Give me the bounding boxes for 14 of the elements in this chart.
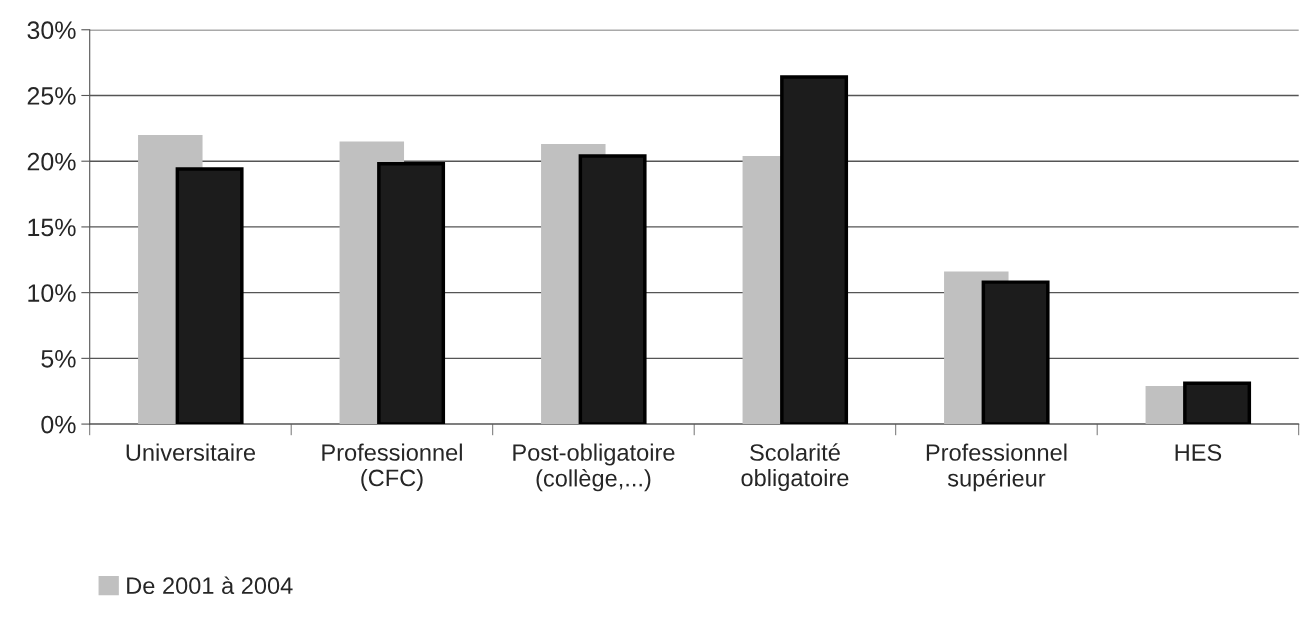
x-tick-label: Professionnel (CFC) — [322, 443, 462, 491]
y-tick-label: 10% — [28, 284, 76, 302]
y-tick-label: 15% — [28, 218, 76, 237]
y-tick-label: 0% — [41, 415, 76, 434]
legend-label: De 2001 à 2004 — [127, 576, 293, 595]
x-tick-label: Professionnel supérieur — [926, 443, 1067, 492]
y-tick-label: 20% — [27, 152, 76, 171]
x-tick-label: Scolarité obligatoire — [741, 443, 849, 491]
y-tick-label: 5% — [41, 350, 76, 368]
x-tick-label: Post-obligatoire (collège,...) — [513, 443, 675, 492]
x-tick-label: HES — [1175, 444, 1222, 461]
y-tick-label: 25% — [27, 87, 76, 105]
x-tick-label: Universitaire — [126, 443, 256, 461]
y-tick-label: 30% — [27, 21, 76, 40]
